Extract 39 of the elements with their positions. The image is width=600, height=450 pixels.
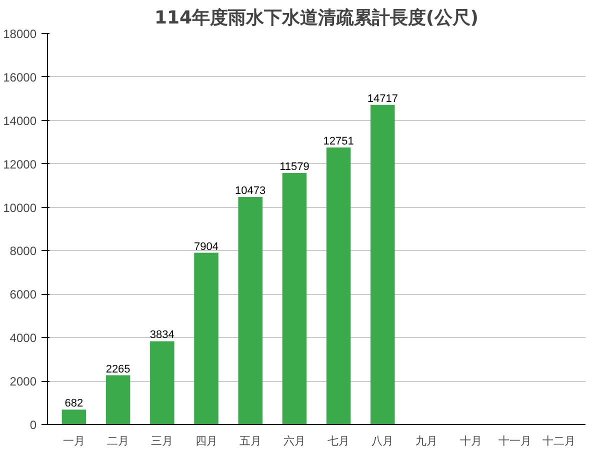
bar: [106, 375, 130, 424]
x-tick-label: 七月: [328, 434, 350, 448]
y-tick-label: 0: [30, 418, 37, 432]
y-tick-label: 6000: [10, 288, 37, 302]
data-label: 10473: [235, 185, 266, 198]
data-label: 3834: [150, 329, 174, 342]
x-tick-label: 三月: [151, 436, 174, 448]
y-tick-label: 12000: [3, 157, 37, 172]
x-tick-label: 十月: [460, 434, 482, 448]
bar: [150, 341, 174, 424]
data-label: 7904: [194, 240, 219, 253]
y-tick-label: 16000: [3, 70, 37, 84]
bar: [282, 172, 307, 424]
bar: [370, 104, 395, 424]
x-tick-label: 八月: [372, 436, 394, 448]
bar: [194, 252, 218, 424]
bar: [238, 197, 262, 424]
y-tick-label: 10000: [3, 200, 37, 215]
data-label: 682: [64, 398, 84, 410]
data-label: 11579: [280, 160, 310, 173]
bar: [326, 148, 351, 424]
data-label: 2265: [106, 363, 130, 376]
data-label: 14717: [367, 92, 398, 105]
x-tick-label: 十一月: [498, 434, 532, 448]
x-tick-label: 五月: [239, 436, 262, 448]
x-tick-label: 二月: [107, 436, 130, 448]
x-tick-label: 九月: [416, 434, 438, 448]
data-label: 12751: [323, 136, 354, 148]
x-tick-label: 四月: [195, 436, 218, 448]
x-tick-label: 六月: [283, 434, 306, 448]
y-tick-label: 18000: [3, 27, 37, 41]
y-tick-label: 8000: [10, 244, 37, 258]
y-tick-label: 14000: [3, 114, 37, 128]
bar: [62, 410, 86, 424]
chart-title: 114年度雨水下水道清疏累計長度(公尺): [154, 8, 479, 28]
x-tick-label: 十二月: [542, 434, 576, 448]
y-tick-label: 4000: [10, 331, 37, 346]
y-tick-label: 2000: [10, 374, 37, 389]
x-tick-label: 一月: [62, 436, 85, 448]
